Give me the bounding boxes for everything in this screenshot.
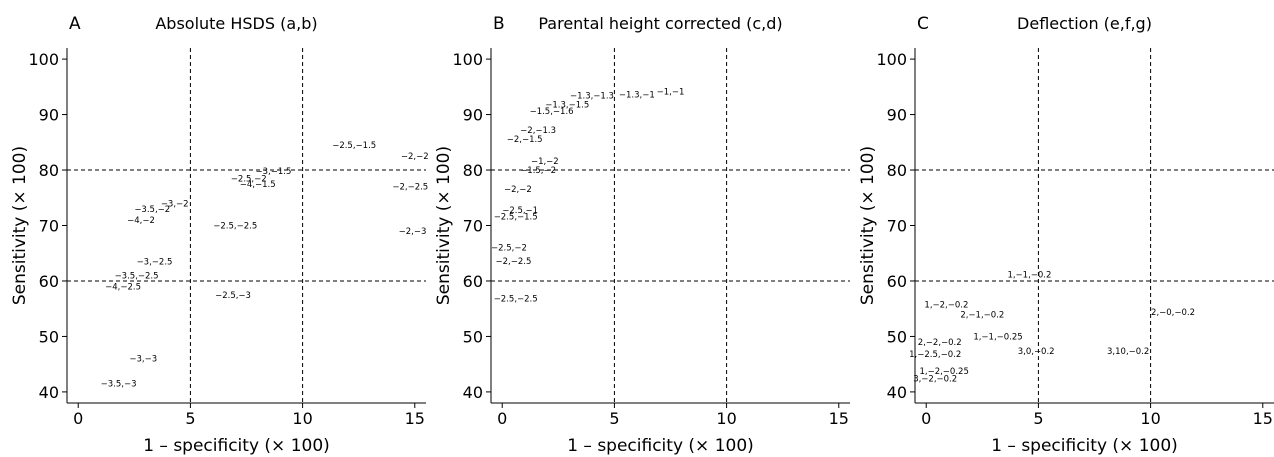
point-label: 1,−1,−0.2 — [1007, 270, 1051, 280]
y-tick-label: 90 — [887, 106, 907, 125]
y-tick-label: 50 — [887, 327, 907, 346]
panel-letter: A — [69, 14, 81, 34]
point-label: −1.3,−1.5 — [545, 101, 589, 111]
panel-letter: C — [917, 14, 929, 34]
x-tick-label: 15 — [405, 409, 425, 428]
point-label: 2,−2,−0.2 — [918, 338, 962, 348]
panel-b: B Parental height corrected (c,d)40506070… — [434, 14, 850, 456]
panel-letter: B — [493, 14, 505, 34]
y-tick-label: 90 — [463, 106, 483, 125]
panel-title: Absolute HSDS (a,b) — [155, 14, 317, 33]
point-label: −3.5,−3 — [101, 380, 137, 390]
y-tick-label: 50 — [39, 327, 59, 346]
y-axis-label: Sensitivity (× 100) — [10, 146, 30, 305]
x-tick-label: 0 — [921, 409, 931, 428]
x-tick-label: 5 — [1033, 409, 1043, 428]
panel-title: Parental height corrected (c,d) — [538, 14, 782, 33]
y-tick-label: 90 — [39, 106, 59, 125]
point-label: −2.5,−1.5 — [494, 213, 538, 223]
point-label: −3.5,−2 — [134, 205, 170, 215]
y-tick-label: 40 — [463, 383, 483, 402]
point-label: 3,10,−0.2 — [1107, 347, 1149, 357]
point-label: −2.5,−1 — [502, 206, 538, 216]
panel-a: A Absolute HSDS (a,b) 40 50 60 70 80 90 100 0 5 10 1… — [10, 14, 429, 456]
x-axis-label: 1 – specificity (× 100) — [991, 436, 1178, 456]
point-label: −2,−1.5 — [507, 135, 543, 145]
y-tick-label: 70 — [39, 217, 59, 236]
point-label: −3,−3 — [129, 355, 157, 365]
point-label: −2,−2.5 — [392, 183, 428, 193]
point-label: 3,−2,−0.2 — [913, 375, 957, 385]
point-label: 1,−1,−0.25 — [973, 332, 1022, 342]
y-tick-label: 40 — [39, 383, 59, 402]
x-tick-label: 10 — [1140, 409, 1160, 428]
y-axis-label: Sensitivity (× 100) — [434, 146, 454, 305]
point-label: −4,−1.5 — [240, 180, 276, 190]
point-label: 1,−2,−0.2 — [924, 300, 968, 310]
y-tick-label: 80 — [887, 161, 907, 180]
point-label: −2.5,−2.5 — [213, 222, 257, 232]
y-tick-label: 100 — [876, 50, 907, 69]
x-tick-label: 10 — [716, 409, 736, 428]
x-tick-label: 0 — [73, 409, 83, 428]
point-label: −1.5,−2 — [520, 166, 556, 176]
x-tick-label: 15 — [829, 409, 849, 428]
y-tick-label: 40 — [887, 383, 907, 402]
point-label: −2.5,−2.5 — [494, 295, 538, 305]
panel-c: C Deflection (e,f,g) 40 50 60 70 80 90 100 0 5 10 15… — [858, 14, 1274, 456]
point-label: −2.5,−3 — [215, 291, 251, 301]
point-label: −2,−2 — [504, 185, 532, 195]
point-label: 3,0,−0.2 — [1018, 347, 1055, 357]
point-label: −3.5,−2.5 — [115, 271, 159, 281]
point-label: 2,−1,−0.2 — [960, 310, 1004, 320]
x-tick-label: 5 — [185, 409, 195, 428]
point-label: −2,−1.3 — [520, 126, 556, 136]
point-label: −3,−2.5 — [137, 258, 173, 268]
point-label: 1,−2.5,−0.2 — [909, 350, 961, 360]
point-label: −1.5,−1.6 — [530, 107, 574, 117]
point-label: −3,−2 — [161, 199, 189, 209]
y-axis-label: Sensitivity (× 100) — [858, 146, 878, 305]
y-tick-label: 60 — [463, 272, 483, 291]
y-tick-label: 80 — [39, 161, 59, 180]
point-label: −2,−2.5 — [496, 257, 532, 267]
point-label: −2.5,−1.5 — [332, 141, 376, 151]
point-label: −2.5,−2 — [491, 244, 527, 254]
y-tick-label: 100 — [28, 50, 59, 69]
point-label: −3,−1.5 — [255, 167, 291, 177]
point-label: −1,−1 — [657, 87, 685, 97]
x-tick-label: 0 — [497, 409, 507, 428]
point-label: −1,−2 — [531, 157, 559, 167]
y-tick-label: 60 — [39, 272, 59, 291]
point-label: −4,−2 — [127, 216, 155, 226]
panel-title: Deflection (e,f,g) — [1017, 14, 1152, 33]
y-tick-label: 70 — [463, 217, 483, 236]
point-label: −2,−2 — [401, 152, 429, 162]
y-tick-label: 70 — [887, 217, 907, 236]
y-tick-label: 80 — [463, 161, 483, 180]
point-label: 1,−2,−0.25 — [919, 367, 968, 377]
point-label: −2.5,−2 — [231, 174, 267, 184]
x-axis-label: 1 – specificity (× 100) — [143, 436, 330, 456]
x-tick-label: 10 — [292, 409, 312, 428]
point-label: −2,−3 — [399, 227, 427, 237]
y-tick-label: 60 — [887, 272, 907, 291]
x-tick-label: 15 — [1253, 409, 1273, 428]
y-tick-label: 100 — [452, 50, 483, 69]
point-label: −1.3,−1 — [619, 91, 655, 101]
point-label: 2,−0,−0.2 — [1151, 308, 1195, 318]
x-axis-label: 1 – specificity (× 100) — [567, 436, 754, 456]
x-tick-label: 5 — [609, 409, 619, 428]
y-tick-label: 50 — [463, 327, 483, 346]
point-label: −4,−2.5 — [105, 283, 141, 293]
point-label: −1.3,−1.3 — [570, 92, 614, 102]
